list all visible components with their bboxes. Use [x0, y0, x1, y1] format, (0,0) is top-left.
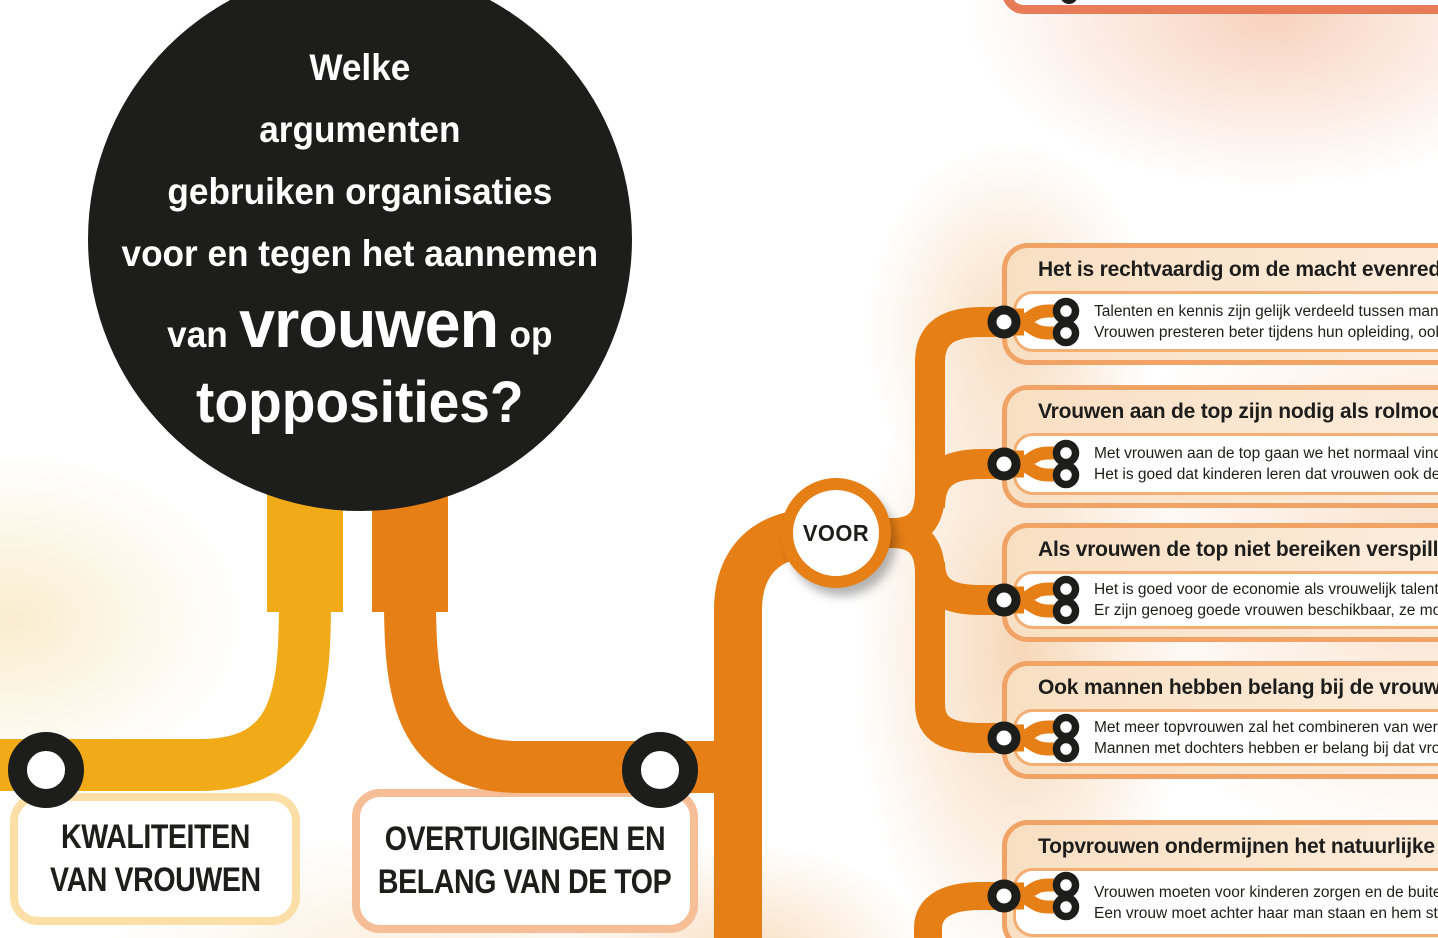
argument-bullet: Een vrouw moet achter haar man staan en …: [1094, 904, 1438, 922]
fork-connector-icon: [992, 580, 1076, 621]
argument-box: Topvrouwen ondermijnen het natuurlijke v…: [1002, 820, 1438, 938]
argument-bullet: Met meer topvrouwen zal het combineren v…: [1094, 718, 1438, 736]
question-line: voor en tegen het aannemen: [121, 233, 599, 274]
question-line: Welke: [309, 47, 411, 88]
fork-connector-icon: [992, 876, 1076, 917]
fork-connector-icon: [992, 302, 1076, 343]
category-label-line: BELANG VAN DE TOP: [378, 863, 672, 901]
tegen-trunk: [914, 882, 1004, 938]
argument-bullet: Mannen met dochters hebben er belang bij…: [1094, 739, 1438, 757]
category-label-line: OVERTUIGINGEN EN: [384, 820, 666, 858]
argument-panel: Vrouwen moeten voor kinderen zorgen en d…: [1013, 868, 1438, 937]
argument-header: Als vrouwen de top niet bereiken verspil…: [1038, 538, 1438, 561]
junction-node-icon: [622, 732, 698, 808]
question-line: gebruiken organisaties: [167, 171, 553, 212]
argument-header: Ook mannen hebben belang bij de vrouw aa…: [1038, 676, 1438, 699]
category-label-line: KWALITEITEN: [60, 818, 250, 856]
cutoff-fork-ring-icon: [1061, 0, 1077, 4]
question-line: argumenten: [259, 109, 461, 150]
fork-connector-icon: [992, 718, 1076, 759]
argument-bullet: Talenten en kennis zijn gelijk verdeeld …: [1094, 302, 1438, 320]
voor-trunk: [855, 307, 1004, 753]
argument-bullet: Vrouwen moeten voor kinderen zorgen en d…: [1094, 883, 1438, 901]
junction-node-icon: [8, 732, 84, 808]
argument-box: Het is rechtvaardig om de macht evenredi…: [1002, 243, 1438, 365]
argument-header: Vrouwen aan de top zijn nodig als rolmod…: [1038, 400, 1438, 423]
argument-panel: Met vrouwen aan de top gaan we het norma…: [1013, 433, 1438, 495]
argument-header: Het is rechtvaardig om de macht evenredi…: [1038, 258, 1438, 281]
argument-panel: Met meer topvrouwen zal het combineren v…: [1013, 709, 1438, 766]
question-emphasis: vrouwen: [239, 286, 499, 362]
argument-panel: Talenten en kennis zijn gelijk verdeeld …: [1013, 291, 1438, 352]
argument-bullet: Het is goed voor de economie als vrouwel…: [1094, 581, 1438, 598]
argument-bullet: Het is goed dat kinderen leren dat vrouw…: [1094, 466, 1438, 483]
argument-bullet: Er zijn genoeg goede vrouwen beschikbaar…: [1094, 602, 1438, 619]
voor-node-label: VOOR: [802, 519, 870, 546]
argument-header: Topvrouwen ondermijnen het natuurlijke v…: [1038, 835, 1438, 858]
argument-bullet: Vrouwen presteren beter tijdens hun ople…: [1094, 323, 1438, 341]
fork-connector-icon: [992, 444, 1076, 485]
argument-box: Vrouwen aan de top zijn nodig als rolmod…: [1002, 385, 1438, 508]
category-box-overtuigingen: OVERTUIGINGEN EN BELANG VAN DE TOP: [352, 789, 698, 933]
question-circle: Welke argumenten gebruiken organisaties …: [88, 0, 632, 511]
argument-box: Ook mannen hebben belang bij de vrouw aa…: [1002, 661, 1438, 779]
question-line: op: [509, 314, 553, 355]
question-line: van: [167, 314, 228, 355]
question-line: topposities?: [196, 370, 524, 435]
argument-bullet: Met vrouwen aan de top gaan we het norma…: [1094, 445, 1438, 462]
category-label-line: VAN VROUWEN: [49, 861, 261, 899]
category-box-kwaliteiten: KWALITEITEN VAN VROUWEN: [10, 793, 300, 925]
voor-node-circle: [781, 478, 891, 588]
metro-line-orange: [372, 420, 848, 938]
